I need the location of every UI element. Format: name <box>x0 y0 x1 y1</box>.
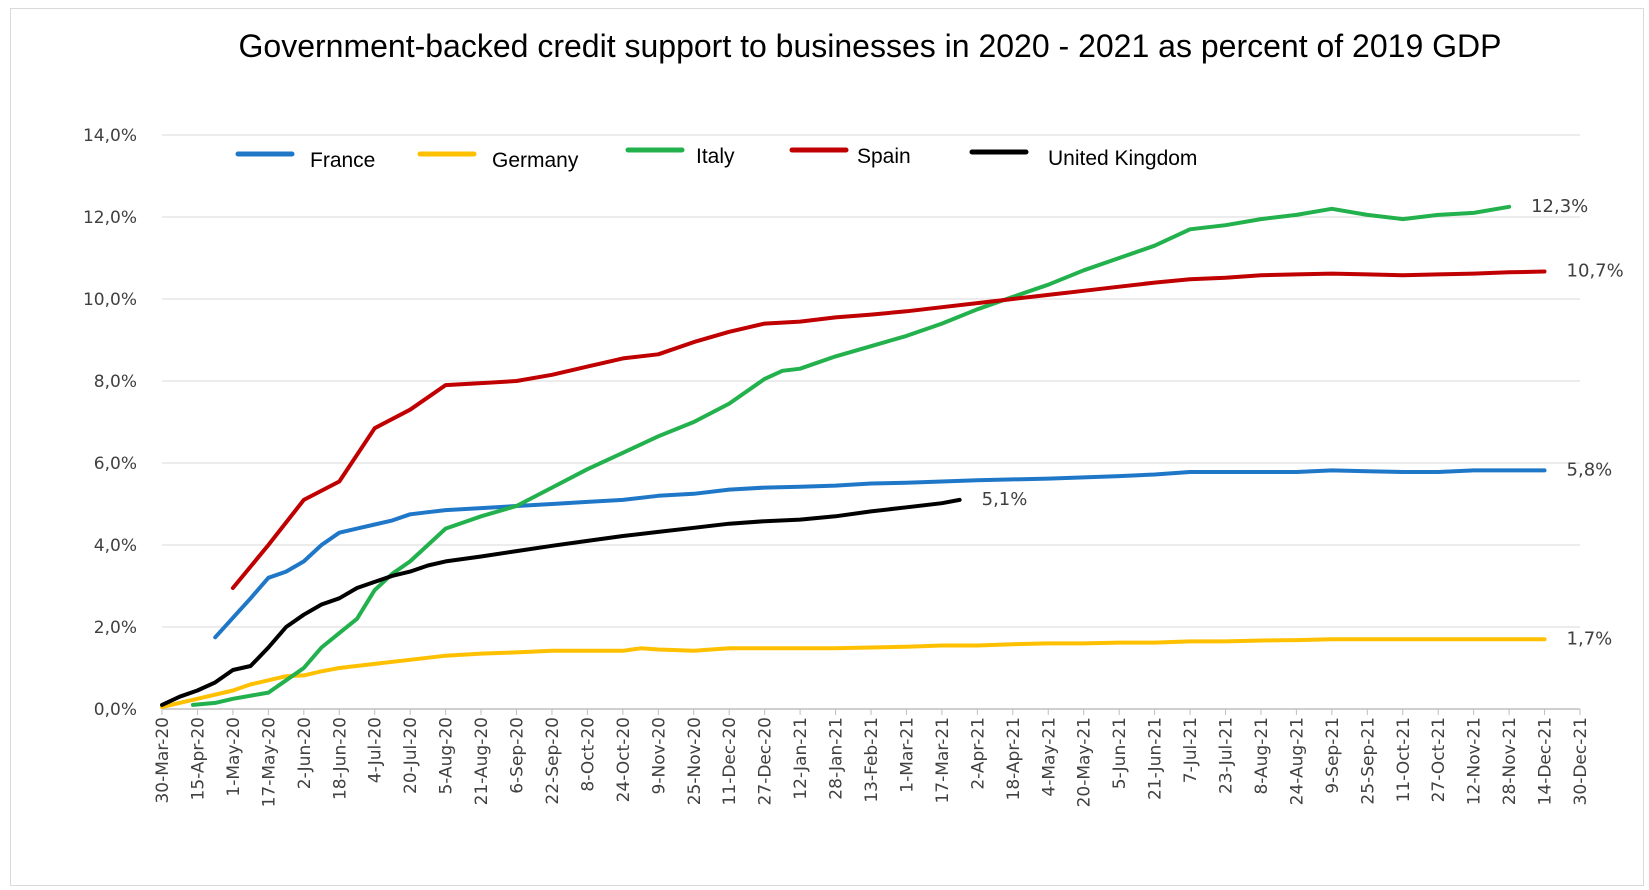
x-tick-label: 4-Jul-20 <box>366 717 386 783</box>
x-tick-label: 5-Aug-20 <box>437 717 457 795</box>
x-tick-label: 28-Nov-21 <box>1500 717 1520 805</box>
x-tick-label: 11-Oct-21 <box>1394 717 1414 802</box>
end-label-italy: 12,3% <box>1531 196 1588 217</box>
legend-label-france: France <box>310 149 375 172</box>
x-tick-label: 4-May-21 <box>1039 717 1059 797</box>
y-tick-label: 12,0% <box>83 208 137 228</box>
y-tick-label: 2,0% <box>94 618 137 638</box>
x-tick-label: 12-Jan-21 <box>791 717 811 800</box>
legend-label-united-kingdom: United Kingdom <box>1048 147 1197 170</box>
series-line-germany <box>160 637 1547 709</box>
x-tick-label: 12-Nov-21 <box>1465 717 1485 805</box>
x-tick-label: 1-Mar-21 <box>897 717 917 793</box>
y-axis-ticks: 0,0% 2,0% 4,0% 6,0% 8,0% 10,0% 12,0% 14,0% <box>83 126 137 720</box>
legend: France Germany Italy Spain United Kingdom <box>235 145 1197 172</box>
y-tick-label: 6,0% <box>94 454 137 474</box>
series-lines <box>160 204 1547 709</box>
x-tick-label: 20-May-21 <box>1075 717 1095 807</box>
chart-title: Government-backed credit support to busi… <box>238 28 1502 64</box>
x-tick-label: 17-Mar-21 <box>933 717 953 804</box>
x-tick-label: 7-Jul-21 <box>1181 717 1201 783</box>
x-tick-label: 11-Dec-20 <box>720 717 740 805</box>
x-tick-label: 25-Sep-21 <box>1358 717 1378 805</box>
x-tick-label: 24-Oct-20 <box>614 717 634 802</box>
y-tick-label: 4,0% <box>94 536 137 556</box>
x-tick-label: 20-Jul-20 <box>401 717 421 794</box>
x-tick-label: 21-Jun-21 <box>1146 717 1166 800</box>
x-tick-label: 30-Mar-20 <box>153 717 173 804</box>
x-tick-label: 23-Jul-21 <box>1217 717 1237 794</box>
end-label-united-kingdom: 5,1% <box>982 489 1028 510</box>
series-line-italy <box>191 204 1512 707</box>
x-tick-label: 21-Aug-20 <box>472 717 492 805</box>
end-label-germany: 1,7% <box>1567 628 1613 649</box>
x-tick-label: 13-Feb-21 <box>862 717 882 803</box>
series-line-united-kingdom <box>160 497 962 707</box>
x-tick-label: 1-May-20 <box>224 717 244 797</box>
x-tick-label: 17-May-20 <box>259 717 279 807</box>
x-tick-label: 2-Apr-21 <box>968 717 988 790</box>
x-tick-label: 9-Sep-21 <box>1323 717 1343 794</box>
y-tick-label: 10,0% <box>83 290 137 310</box>
x-tick-label: 5-Jun-21 <box>1110 717 1130 789</box>
x-tick-label: 28-Jan-21 <box>827 717 847 800</box>
x-tick-label: 14-Dec-21 <box>1536 717 1556 805</box>
x-tick-label: 22-Sep-20 <box>543 717 563 805</box>
x-tick-label: 6-Sep-20 <box>508 717 528 794</box>
series-line-france <box>213 468 1547 640</box>
y-tick-label: 8,0% <box>94 372 137 392</box>
x-tick-label: 27-Dec-20 <box>756 717 776 805</box>
series-line-spain <box>230 269 1547 590</box>
legend-label-germany: Germany <box>492 149 579 172</box>
end-label-spain: 10,7% <box>1567 261 1624 282</box>
x-tick-label: 25-Nov-20 <box>685 717 705 805</box>
legend-label-italy: Italy <box>696 145 735 168</box>
x-tick-label: 27-Oct-21 <box>1429 717 1449 802</box>
x-tick-label: 30-Dec-21 <box>1571 717 1591 805</box>
y-tick-label: 0,0% <box>94 700 137 720</box>
x-tick-label: 2-Jun-20 <box>295 717 315 789</box>
y-tick-label: 14,0% <box>83 126 137 146</box>
x-tick-label: 18-Jun-20 <box>330 717 350 800</box>
x-tick-label: 15-Apr-20 <box>188 717 208 800</box>
chart-frame <box>10 8 1644 886</box>
x-tick-label: 8-Aug-21 <box>1252 717 1272 795</box>
x-tick-label: 9-Nov-20 <box>649 717 669 794</box>
legend-label-spain: Spain <box>857 145 911 168</box>
x-tick-label: 8-Oct-20 <box>578 717 598 792</box>
gridlines <box>162 134 1580 628</box>
x-tick-label: 18-Apr-21 <box>1004 717 1024 800</box>
end-labels: 5,8% 1,7% 12,3% 10,7% 5,1% <box>982 196 1624 650</box>
x-tick-label: 24-Aug-21 <box>1287 717 1307 805</box>
end-label-france: 5,8% <box>1567 459 1613 480</box>
x-axis: 30-Mar-20 15-Apr-20 1-May-20 17-May-20 2-Jun… <box>153 708 1591 807</box>
